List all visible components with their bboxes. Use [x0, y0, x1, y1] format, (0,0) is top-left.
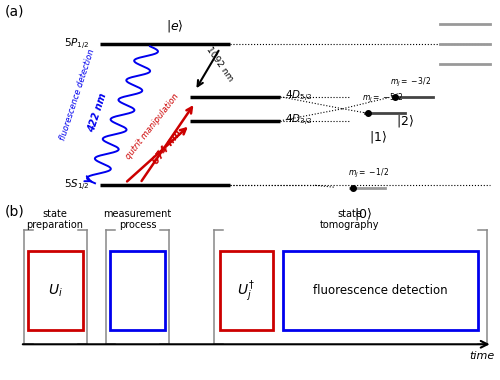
- Text: $m_J = -3/2$: $m_J = -3/2$: [390, 76, 431, 89]
- Text: $|1\rangle$: $|1\rangle$: [368, 129, 386, 145]
- Text: $U_j^{\dagger}$: $U_j^{\dagger}$: [238, 278, 255, 304]
- Text: $|0\rangle$: $|0\rangle$: [354, 206, 372, 222]
- Text: fluorescence detection: fluorescence detection: [58, 48, 96, 141]
- Text: $4D_{5/2}$: $4D_{5/2}$: [285, 89, 312, 104]
- Text: time: time: [470, 352, 495, 361]
- Text: state
preparation: state preparation: [26, 209, 84, 230]
- Text: fluorescence detection: fluorescence detection: [312, 284, 448, 297]
- Text: $|e\rangle$: $|e\rangle$: [166, 18, 184, 34]
- Bar: [28, 252, 82, 330]
- Text: measurement
process: measurement process: [104, 209, 172, 230]
- Bar: [282, 252, 478, 330]
- Bar: [220, 252, 272, 330]
- Text: $m_J = -5/2$: $m_J = -5/2$: [362, 92, 404, 105]
- Text: $U_i$: $U_i$: [48, 282, 62, 299]
- Text: 674 nm: 674 nm: [151, 128, 184, 166]
- Text: $m_J = -1/2$: $m_J = -1/2$: [348, 167, 389, 180]
- Text: $5S_{1/2}$: $5S_{1/2}$: [64, 178, 90, 193]
- Text: $5P_{1/2}$: $5P_{1/2}$: [64, 37, 90, 52]
- Text: 1092 nm: 1092 nm: [205, 45, 235, 84]
- Text: (b): (b): [5, 205, 25, 219]
- Text: (a): (a): [5, 4, 24, 18]
- Text: $|2\rangle$: $|2\rangle$: [396, 113, 414, 129]
- Text: state
tomography: state tomography: [320, 209, 380, 230]
- Bar: [110, 252, 165, 330]
- Text: $4D_{3/2}$: $4D_{3/2}$: [285, 113, 312, 128]
- Text: 422 nm: 422 nm: [86, 92, 108, 134]
- Text: qutrit manipulation: qutrit manipulation: [124, 92, 181, 162]
